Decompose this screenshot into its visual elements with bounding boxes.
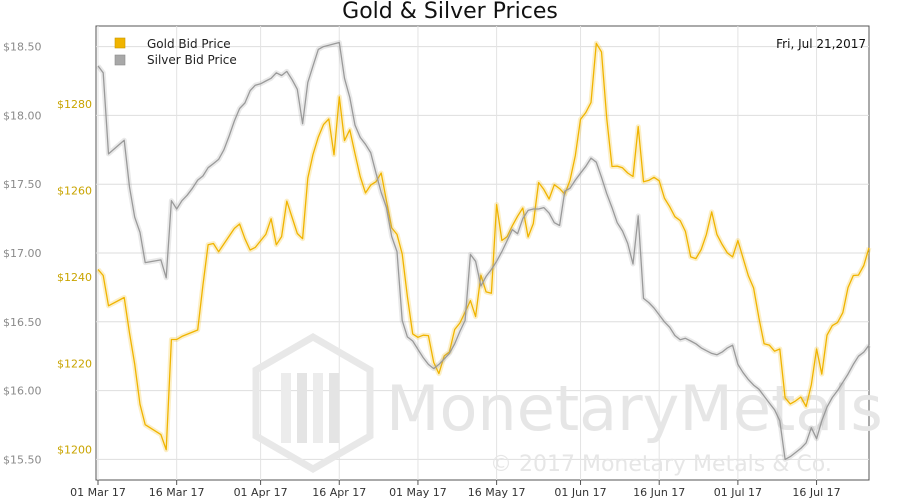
left-tick-label: $15.50 [3,453,42,466]
x-tick-label: 01 Apr 17 [234,486,288,499]
legend-label-gold: Gold Bid Price [147,37,231,51]
right-tick-label: $1220 [57,357,92,370]
x-tick-label: 01 May 17 [389,486,447,499]
x-axis-ticks: 01 Mar 17 16 Mar 17 01 Apr 17 16 Apr 17 01 M… [70,480,841,499]
gold-bid-price-line [97,42,870,451]
right-tick-label: $1280 [57,98,92,111]
x-tick-label: 01 Jun 17 [554,486,606,499]
x-tick-label: 01 Jul 17 [714,486,762,499]
left-tick-label: $18.50 [3,41,42,54]
legend-label-silver: Silver Bid Price [147,53,237,67]
left-tick-label: $16.50 [3,316,42,329]
left-tick-label: $18.00 [3,109,42,122]
watermark-copyright: © 2017 Monetary Metals & Co. [490,452,832,477]
watermark: MonetaryMetals © 2017 Monetary Metals & … [252,332,883,477]
right-tick-label: $1200 [57,444,92,457]
gridlines [96,26,869,480]
watermark-logo-icon [252,332,374,474]
left-tick-label: $16.00 [3,385,42,398]
right-tick-label: $1240 [57,271,92,284]
left-tick-label: $17.50 [3,178,42,191]
date-label: Fri, Jul 21,2017 [776,37,866,51]
legend-swatch-gold [114,37,126,49]
series-lines [96,40,872,462]
left-tick-label: $17.00 [3,247,42,260]
watermark-name: MonetaryMetals [386,372,883,445]
legend: Gold Bid Price Silver Bid Price [114,37,237,67]
x-tick-label: 01 Mar 17 [70,486,126,499]
x-tick-label: 16 May 17 [468,486,526,499]
x-tick-label: 16 Jul 17 [792,486,840,499]
silver-bid-price-line [97,41,870,461]
x-tick-label: 16 Jun 17 [633,486,685,499]
right-axis-ticks: $1200 $1220 $1240 $1260 $1280 [57,98,92,457]
x-tick-label: 16 Apr 17 [312,486,366,499]
chart-title: Gold & Silver Prices [342,0,558,24]
x-tick-label: 16 Mar 17 [149,486,205,499]
legend-swatch-silver [114,54,126,66]
left-axis-ticks: $15.50 $16.00 $16.50 $17.00 $17.50 $18.00 $18.… [3,41,42,467]
right-tick-label: $1260 [57,184,92,197]
